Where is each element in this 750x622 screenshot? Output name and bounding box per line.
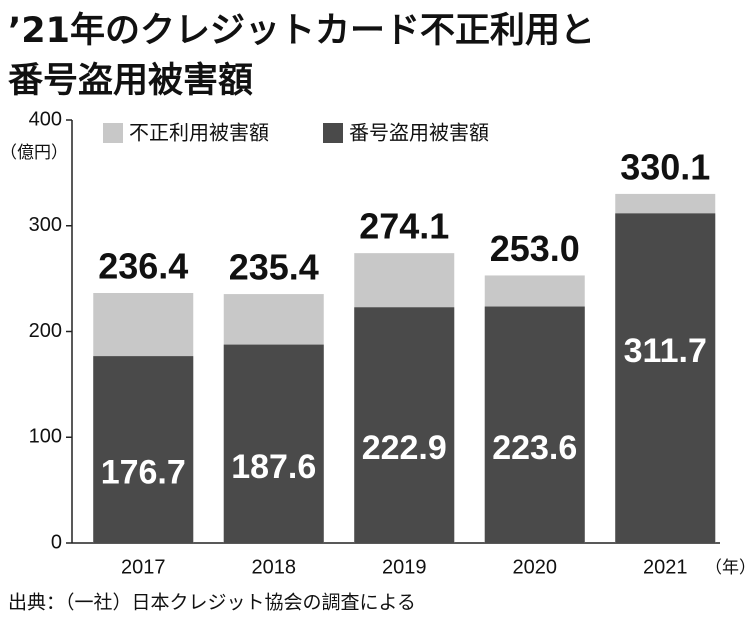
y-tick-label: 300 xyxy=(29,214,62,236)
legend-swatch xyxy=(103,123,123,143)
value-label: 311.7 xyxy=(624,332,707,370)
x-tick-label: 2020 xyxy=(513,556,558,578)
total-label: 330.1 xyxy=(620,146,710,187)
x-tick-label: 2017 xyxy=(121,556,166,578)
y-tick-label: 200 xyxy=(29,320,62,342)
legend-label: 不正利用被害額 xyxy=(129,121,269,145)
x-unit: （年） xyxy=(705,558,750,578)
chart-title: 番号盗用被害額 xyxy=(8,61,253,101)
y-unit: （億円） xyxy=(0,143,68,163)
source: 出典：（一社）日本クレジット協会の調査による xyxy=(8,592,416,614)
x-tick-label: 2021 xyxy=(643,556,688,578)
bar xyxy=(615,213,716,543)
total-label: 235.4 xyxy=(229,247,319,288)
total-label: 236.4 xyxy=(98,246,188,287)
value-label: 187.6 xyxy=(231,448,316,486)
chart-title: ’21年のクレジットカード不正利用と xyxy=(8,11,595,51)
y-tick-label: 400 xyxy=(29,108,62,130)
y-tick-label: 0 xyxy=(51,531,62,553)
y-tick-label: 100 xyxy=(29,426,62,448)
legend-swatch xyxy=(323,123,343,143)
bar xyxy=(484,306,585,543)
x-tick-label: 2018 xyxy=(252,556,297,578)
x-tick-label: 2019 xyxy=(382,556,427,578)
legend-label: 番号盗用被害額 xyxy=(349,121,489,145)
value-label: 176.7 xyxy=(101,454,186,492)
value-label: 223.6 xyxy=(492,429,577,467)
total-label: 253.0 xyxy=(490,228,580,269)
total-label: 274.1 xyxy=(359,206,449,247)
bar xyxy=(223,344,324,543)
bar xyxy=(93,356,194,543)
value-label: 222.9 xyxy=(362,429,447,467)
bar xyxy=(354,307,455,543)
